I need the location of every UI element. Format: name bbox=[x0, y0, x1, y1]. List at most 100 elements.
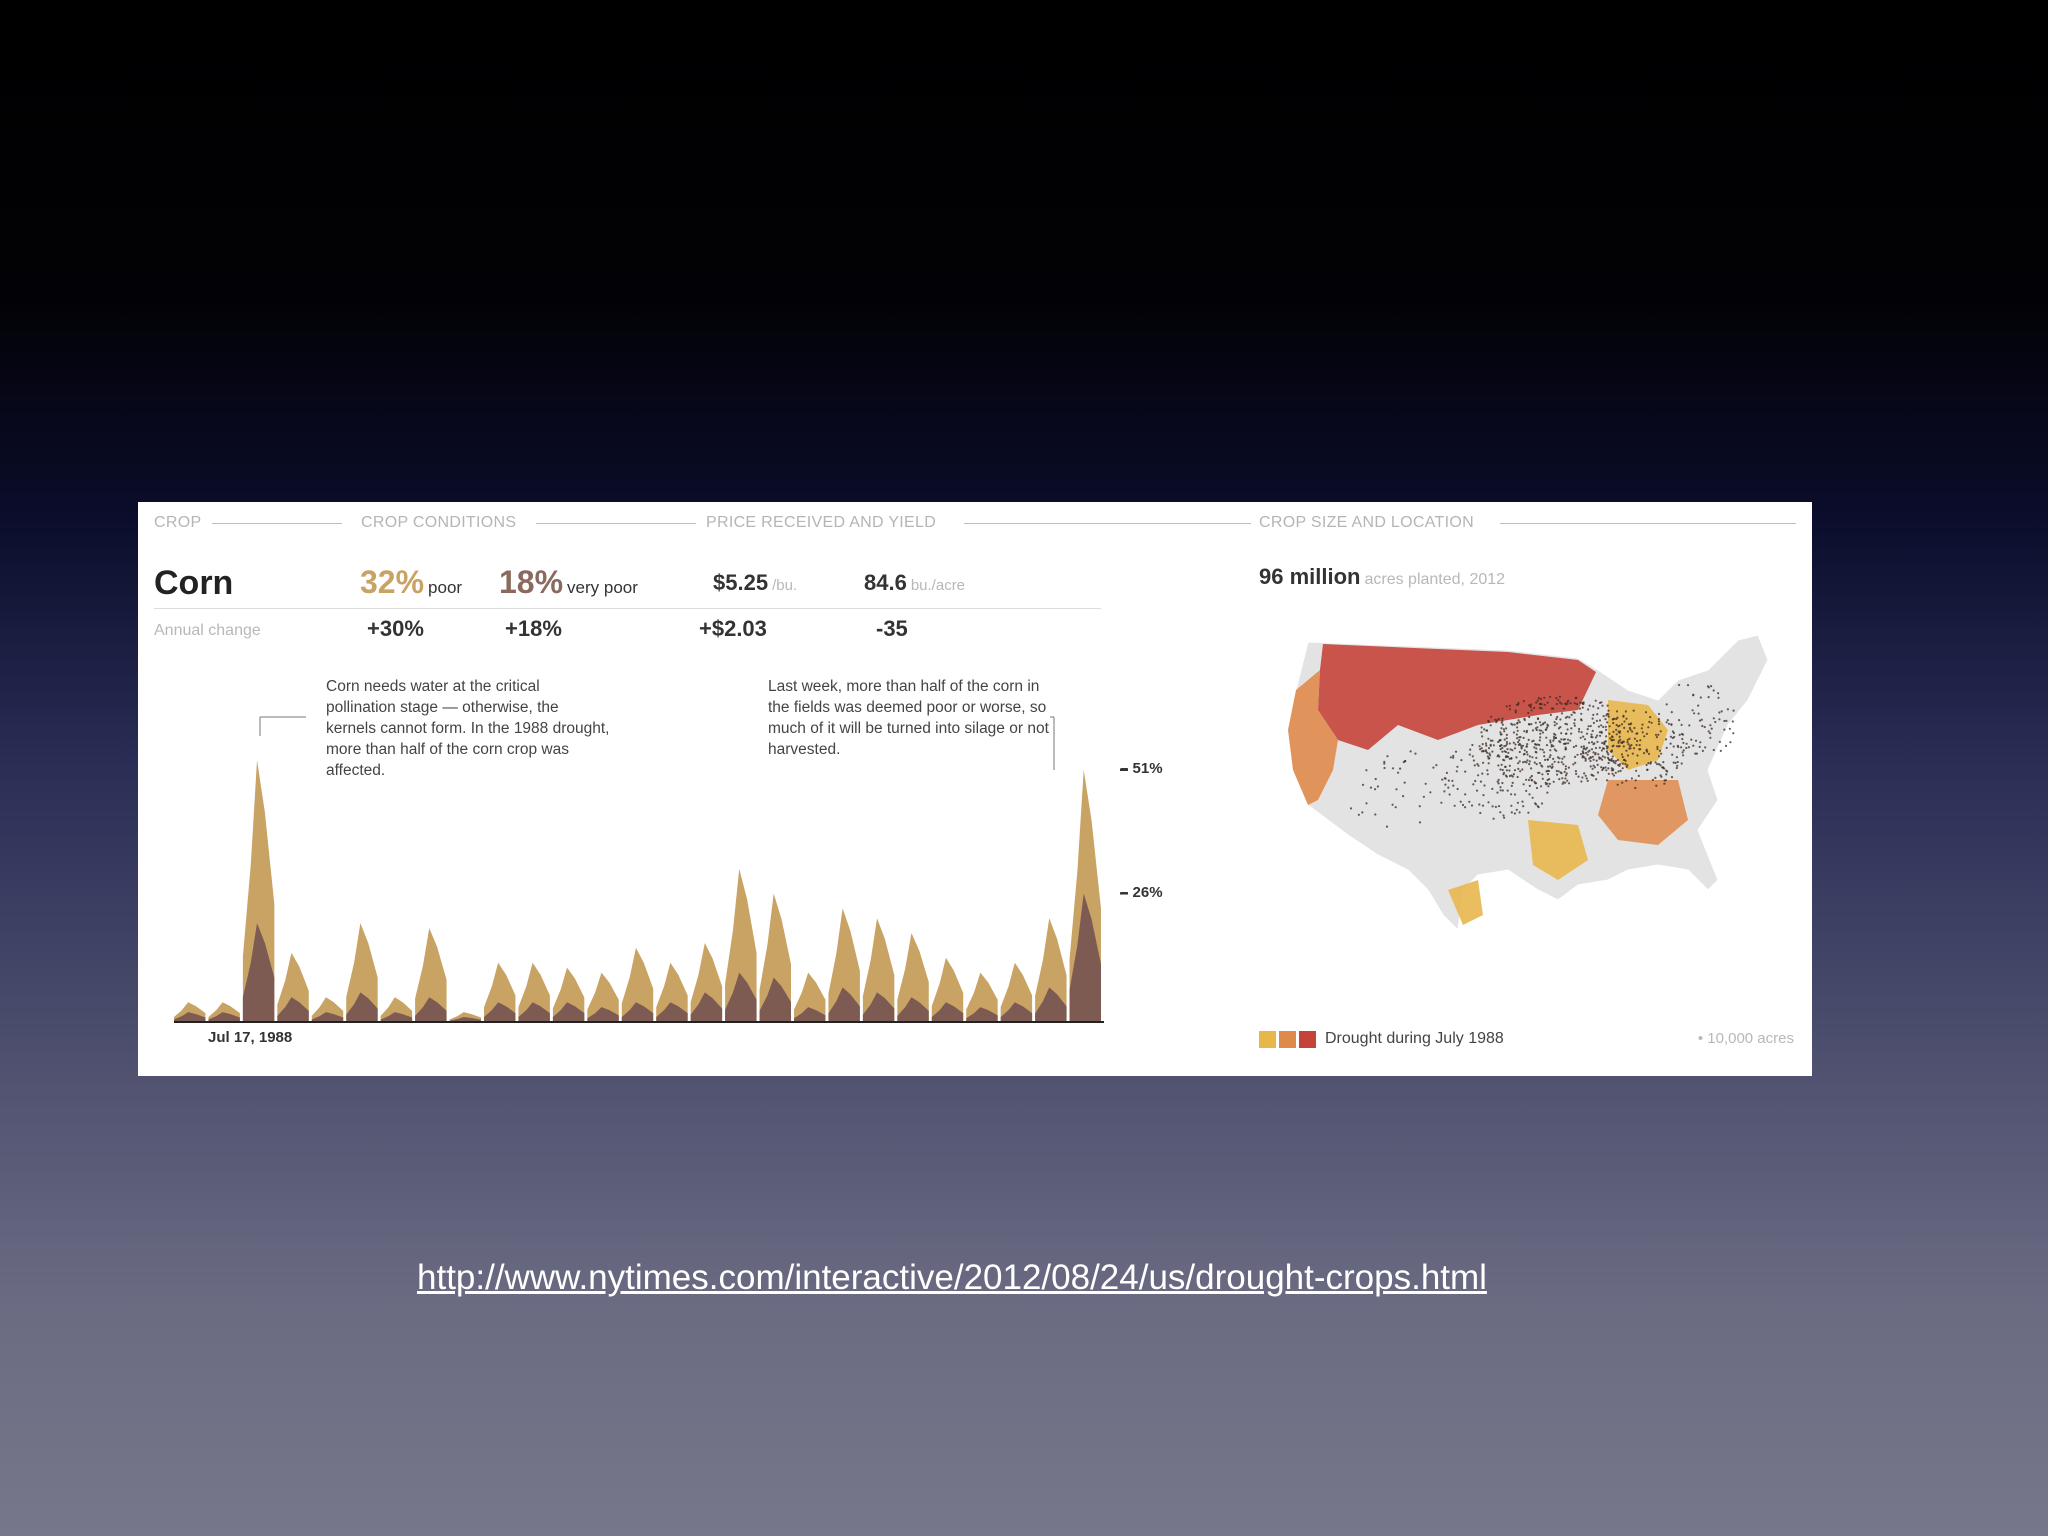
acreage-dot bbox=[1621, 741, 1624, 745]
acreage-dot bbox=[1522, 783, 1525, 786]
season-very-poor-area bbox=[449, 1017, 481, 1022]
acreage-dot bbox=[1669, 735, 1672, 738]
acreage-dot bbox=[1470, 804, 1474, 807]
acreage-dot bbox=[1605, 750, 1608, 753]
acreage-dot bbox=[1709, 736, 1712, 739]
acreage-dot bbox=[1481, 735, 1484, 738]
acreage-dot bbox=[1581, 756, 1584, 759]
acreage-dot bbox=[1557, 761, 1560, 764]
acreage-dot bbox=[1519, 770, 1522, 773]
acreage-dot bbox=[1516, 801, 1519, 804]
acreage-dot bbox=[1500, 721, 1503, 724]
very-poor-value: 18% bbox=[499, 564, 564, 600]
acreage-dot bbox=[1610, 750, 1613, 753]
acreage-dot bbox=[1555, 749, 1558, 752]
poor-stat: 32% poor bbox=[360, 564, 462, 601]
acreage-dot bbox=[1481, 743, 1484, 746]
acreage-dot bbox=[1579, 736, 1582, 739]
acreage-dot bbox=[1501, 746, 1504, 750]
acreage-dot bbox=[1498, 755, 1501, 758]
acreage-dot bbox=[1520, 747, 1523, 750]
acreage-dot bbox=[1579, 701, 1582, 704]
acres-planted-label: acres planted, 2012 bbox=[1364, 571, 1506, 588]
acreage-dot bbox=[1546, 772, 1549, 776]
season-very-poor-area bbox=[966, 1007, 998, 1022]
acreage-dot bbox=[1693, 712, 1696, 715]
acreage-dot bbox=[1580, 780, 1583, 783]
very-poor-label: very poor bbox=[567, 578, 638, 597]
acreage-dot bbox=[1665, 773, 1668, 776]
acreage-dot bbox=[1625, 717, 1628, 720]
acreage-dot bbox=[1361, 811, 1364, 814]
acreage-dot bbox=[1501, 723, 1504, 726]
acreage-dot bbox=[1422, 795, 1425, 798]
season-very-poor-area bbox=[828, 987, 860, 1022]
acreage-dot bbox=[1391, 767, 1395, 770]
acreage-dot bbox=[1444, 783, 1447, 786]
acreage-dot bbox=[1680, 732, 1683, 736]
acreage-dot bbox=[1650, 721, 1653, 724]
acreage-dot bbox=[1480, 747, 1483, 750]
acreage-dot bbox=[1582, 735, 1585, 738]
acreage-dot bbox=[1586, 728, 1589, 731]
acreage-dot bbox=[1549, 754, 1552, 757]
acreage-dot bbox=[1545, 726, 1549, 729]
acreage-dot bbox=[1600, 730, 1603, 733]
acreage-dot bbox=[1617, 770, 1620, 773]
season-very-poor-area bbox=[759, 977, 791, 1022]
season-very-poor-area bbox=[242, 923, 275, 1022]
acreage-dot bbox=[1545, 728, 1548, 731]
acreage-dot bbox=[1617, 741, 1620, 744]
acreage-dot bbox=[1591, 736, 1594, 739]
acreage-dot bbox=[1539, 732, 1542, 735]
acreage-dot bbox=[1559, 718, 1562, 721]
acreage-dot bbox=[1497, 764, 1500, 767]
poor-value: 32% bbox=[360, 564, 425, 600]
acreage-dot bbox=[1614, 762, 1617, 765]
acreage-dot bbox=[1666, 719, 1669, 722]
acreage-dot bbox=[1692, 744, 1695, 747]
annual-change-label: Annual change bbox=[154, 622, 261, 639]
acreage-dot bbox=[1587, 725, 1590, 728]
acreage-dot bbox=[1531, 740, 1534, 743]
acreage-dot bbox=[1510, 811, 1513, 814]
acreage-dot bbox=[1468, 753, 1471, 756]
acreage-dot bbox=[1495, 721, 1498, 724]
acreage-dot bbox=[1610, 767, 1613, 770]
acreage-dot bbox=[1636, 754, 1639, 757]
acreage-dot bbox=[1626, 754, 1630, 757]
acreage-dot bbox=[1582, 745, 1585, 748]
acreage-dot bbox=[1670, 776, 1674, 779]
acreage-dot bbox=[1475, 789, 1479, 792]
source-link[interactable]: http://www.nytimes.com/interactive/2012/… bbox=[417, 1258, 1487, 1297]
acreage-dot bbox=[1541, 748, 1544, 751]
acreage-dot bbox=[1726, 708, 1729, 711]
acreage-dot bbox=[1628, 737, 1631, 740]
acreage-dot bbox=[1685, 746, 1688, 750]
acreage-dot bbox=[1592, 721, 1595, 724]
acreage-dot bbox=[1591, 729, 1594, 732]
acreage-dot bbox=[1543, 751, 1546, 754]
season-poor-area bbox=[931, 957, 964, 1022]
acreage-dot bbox=[1600, 724, 1603, 727]
acreage-dot bbox=[1481, 772, 1484, 775]
acreage-dot bbox=[1564, 742, 1568, 745]
acreage-dot bbox=[1591, 755, 1594, 758]
acreage-dot bbox=[1710, 727, 1713, 730]
acreage-dot bbox=[1657, 763, 1661, 766]
acreage-dot bbox=[1541, 777, 1544, 780]
acreage-dot bbox=[1526, 743, 1529, 746]
acreage-dot bbox=[1678, 719, 1681, 722]
acreage-dot bbox=[1480, 726, 1483, 729]
acreage-dot bbox=[1527, 778, 1531, 782]
acreage-dot bbox=[1525, 778, 1528, 781]
drought-legend: Drought during July 1988 bbox=[1259, 1029, 1504, 1049]
acreage-dot bbox=[1402, 795, 1405, 798]
acreage-dot bbox=[1680, 723, 1683, 726]
acreage-dot bbox=[1482, 794, 1485, 797]
acreage-dot bbox=[1729, 741, 1732, 744]
acreage-dot bbox=[1625, 779, 1628, 782]
acreage-dot bbox=[1556, 756, 1560, 759]
acreage-dot bbox=[1675, 766, 1678, 770]
acreage-dot bbox=[1681, 737, 1684, 741]
